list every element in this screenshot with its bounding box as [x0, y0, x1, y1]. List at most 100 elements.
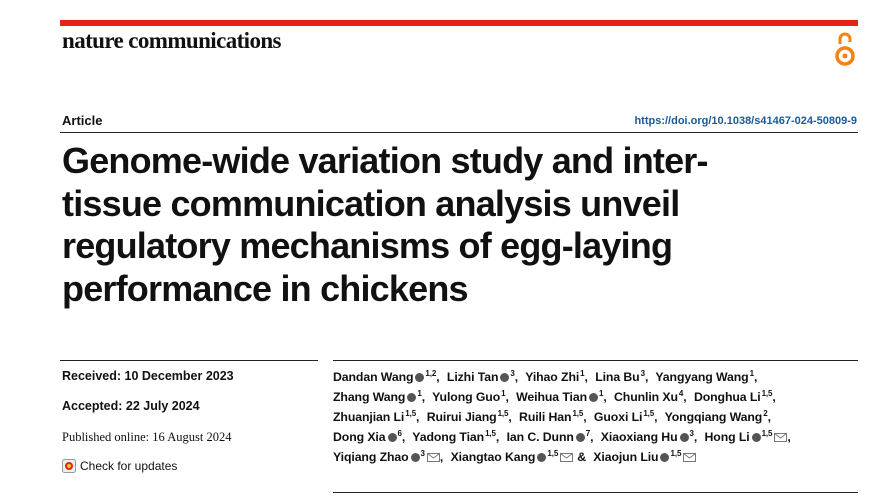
orcid-icon[interactable] — [575, 433, 585, 442]
author: Chunlin Xu4, — [614, 389, 691, 405]
orcid-icon[interactable] — [410, 453, 420, 462]
author: Guoxi Li1,5, — [594, 409, 662, 425]
separator: , — [590, 430, 594, 444]
journal-name: nature communications — [62, 28, 282, 53]
separator: , — [508, 410, 512, 424]
affiliation: 1 — [580, 369, 585, 378]
separator: , — [683, 390, 687, 404]
open-access-icon — [835, 32, 855, 66]
orcid-icon[interactable] — [387, 433, 397, 442]
affiliation: 1,5 — [572, 409, 584, 418]
affiliation: 3 — [689, 429, 694, 438]
author: Weihua Tian 1, — [516, 389, 611, 405]
author: Lina Bu3, — [595, 369, 652, 385]
author-name: Lina Bu — [595, 370, 640, 384]
author: Hong Li 1,5, — [704, 429, 795, 445]
separator: , — [603, 390, 607, 404]
doi-link[interactable]: https://doi.org/10.1038/s41467-024-50809… — [634, 115, 857, 127]
author-name: Yangyang Wang — [655, 370, 749, 384]
affiliation: 1,5 — [405, 409, 417, 418]
orcid-icon[interactable] — [660, 453, 670, 462]
affiliation: 3 — [640, 369, 645, 378]
author-name: Dandan Wang — [333, 370, 414, 384]
author-name: Hong Li — [704, 430, 750, 444]
author-name: Xiaojun Liu — [593, 450, 659, 464]
orcid-icon[interactable] — [537, 453, 547, 462]
author: Zhuanjian Li1,5, — [333, 409, 423, 425]
author-name: Xiangtao Kang — [450, 450, 536, 464]
author-name: Chunlin Xu — [614, 390, 678, 404]
separator: , — [654, 410, 658, 424]
separator: , — [505, 390, 509, 404]
article-title: Genome-wide variation study and inter-ti… — [62, 140, 709, 309]
author: Xiangtao Kang 1,5 — [451, 450, 574, 464]
author: Yongqiang Wang2, — [665, 409, 775, 425]
orcid-icon[interactable] — [679, 433, 689, 442]
author-name: Yihao Zhi — [525, 370, 580, 384]
author-name: Yiqiang Zhao — [333, 450, 409, 464]
published-date: Published online: 16 August 2024 — [62, 430, 232, 444]
affiliation: 1 — [417, 389, 422, 398]
affiliation: 2 — [763, 409, 768, 418]
affiliation: 1,5 — [547, 449, 559, 458]
separator: , — [787, 430, 791, 444]
affiliation: 6 — [397, 429, 402, 438]
affiliation: 1,5 — [485, 429, 496, 438]
received-date: Received: 10 December 2023 — [62, 369, 234, 383]
rule — [60, 132, 858, 133]
author-name: Lizhi Tan — [446, 370, 499, 384]
author: Ruili Han1,5, — [519, 409, 591, 425]
author-list: Dandan Wang 1,2, Lizhi Tan 3, Yihao Zhi1, … — [333, 367, 848, 467]
author: Ian C. Dunn 7, — [506, 429, 598, 445]
separator: , — [495, 430, 500, 444]
orcid-icon[interactable] — [589, 393, 599, 402]
email-icon[interactable] — [683, 453, 697, 462]
email-icon[interactable] — [774, 433, 788, 442]
author-name: Donghua Li — [693, 390, 761, 404]
orcid-icon[interactable] — [751, 433, 761, 442]
email-icon[interactable] — [426, 453, 440, 462]
orcid-icon[interactable] — [407, 393, 417, 402]
affiliation: 1 — [749, 369, 754, 378]
author-name: Weihua Tian — [516, 390, 588, 404]
separator: , — [439, 450, 444, 464]
affiliation: 1,5 — [643, 409, 655, 418]
separator: , — [436, 370, 440, 384]
separator: , — [772, 390, 776, 404]
affiliation: 7 — [585, 429, 591, 438]
author-name: Zhuanjian Li — [333, 410, 405, 424]
separator: , — [401, 430, 406, 444]
header-bar — [60, 20, 858, 26]
author-name: Ruili Han — [519, 410, 572, 424]
affiliation: 1,2 — [425, 369, 437, 378]
orcid-icon[interactable] — [500, 373, 510, 382]
rule — [333, 492, 858, 493]
author: Yulong Guo1, — [432, 390, 513, 405]
author: Yangyang Wang1, — [655, 369, 761, 385]
separator: , — [584, 370, 588, 384]
affiliation: 1,5 — [497, 409, 509, 418]
author: Yiqiang Zhao 3, — [333, 450, 447, 465]
author: Yihao Zhi1, — [525, 369, 592, 385]
author-name: Ruirui Jiang — [426, 410, 497, 424]
author: Xiaoxiang Hu 3, — [600, 429, 701, 445]
separator: & — [577, 450, 586, 464]
orcid-icon[interactable] — [415, 373, 425, 382]
separator: , — [416, 410, 420, 424]
author: Yadong Tian1,5, — [412, 429, 503, 445]
author-name: Xiaoxiang Hu — [600, 430, 678, 444]
rule — [60, 360, 318, 361]
affiliation: 4 — [678, 389, 684, 398]
updates-icon — [62, 459, 76, 473]
affiliation: 1 — [599, 389, 604, 398]
author: Xiaojun Liu 1,5 — [593, 450, 697, 464]
rule — [333, 360, 858, 361]
author-name: Ian C. Dunn — [506, 430, 574, 444]
check-updates[interactable]: Check for updates — [62, 459, 177, 473]
separator: , — [767, 410, 771, 424]
author: Dandan Wang 1,2, — [333, 369, 444, 385]
separator: , — [644, 370, 649, 384]
author: Ruirui Jiang1,5, — [426, 409, 516, 425]
affiliation: 1,5 — [761, 429, 773, 438]
email-icon[interactable] — [560, 453, 574, 462]
